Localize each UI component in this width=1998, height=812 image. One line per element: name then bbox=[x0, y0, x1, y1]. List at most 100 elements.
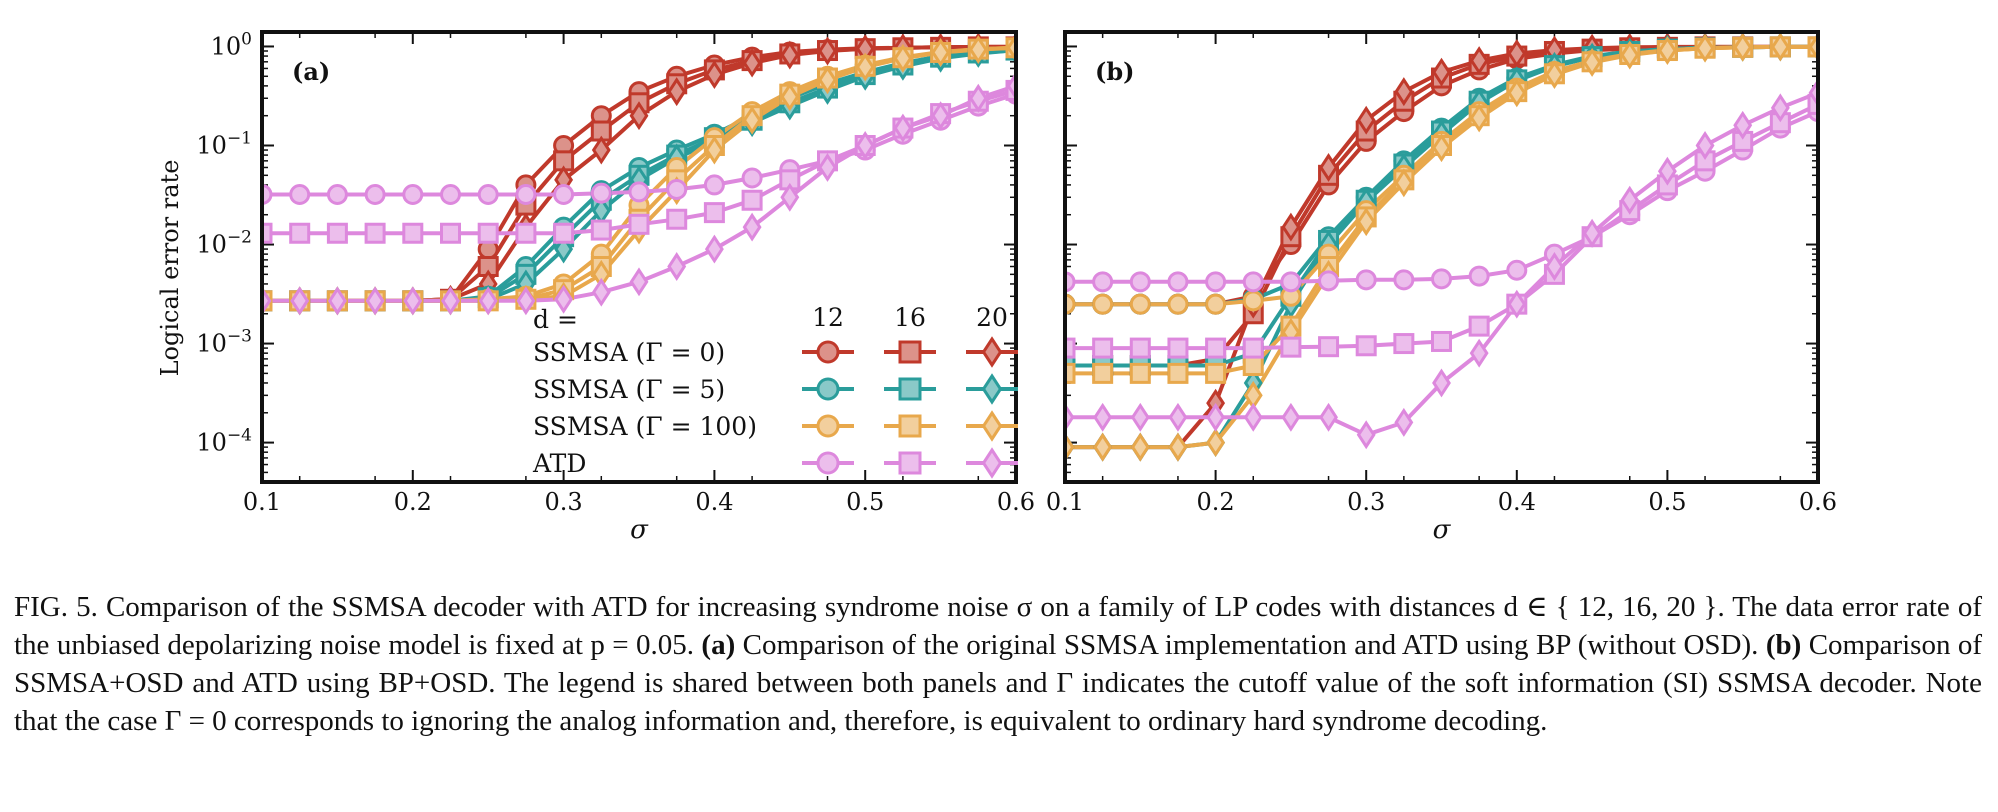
data-point bbox=[1695, 131, 1715, 160]
data-point bbox=[780, 82, 800, 112]
x-tick-label: 0.2 bbox=[1197, 488, 1235, 516]
data-point bbox=[1582, 47, 1602, 77]
data-point bbox=[1506, 259, 1528, 281]
data-point bbox=[931, 38, 951, 67]
data-point bbox=[818, 65, 837, 95]
panel-a: 100 10−1 10−2 10−3 10−4 0.1 0.2 0.3 0.4 0.5 0.6 σ (a… bbox=[196, 29, 1035, 545]
x-axis-label: σ bbox=[1433, 515, 1452, 545]
caption-b-label: (b) bbox=[1765, 629, 1802, 661]
data-point bbox=[1432, 368, 1451, 398]
data-point bbox=[402, 222, 424, 244]
data-point bbox=[629, 101, 649, 131]
data-point bbox=[440, 222, 461, 244]
data-point bbox=[742, 212, 762, 242]
data-point bbox=[893, 113, 913, 143]
data-point bbox=[818, 36, 837, 66]
legend-header: d = bbox=[533, 305, 578, 334]
data-point bbox=[1469, 338, 1489, 368]
data-point bbox=[1393, 333, 1415, 355]
legend-marker bbox=[816, 414, 840, 438]
x-tick-label: 0.4 bbox=[695, 488, 733, 516]
data-point bbox=[855, 52, 875, 82]
data-point bbox=[1092, 362, 1114, 384]
data-point bbox=[628, 181, 650, 203]
x-tick-label: 0.1 bbox=[243, 488, 281, 516]
data-point bbox=[554, 284, 574, 314]
legend-distance-20: 20 bbox=[976, 303, 1008, 332]
data-point bbox=[1695, 33, 1715, 63]
data-point bbox=[741, 167, 763, 189]
data-point bbox=[290, 286, 310, 316]
data-point bbox=[1280, 271, 1302, 293]
data-point bbox=[1281, 402, 1301, 432]
data-point bbox=[1620, 185, 1640, 215]
data-point bbox=[741, 189, 763, 211]
data-point bbox=[1280, 336, 1302, 358]
data-point bbox=[326, 184, 348, 206]
legend-marker bbox=[816, 340, 840, 364]
data-point bbox=[1582, 218, 1602, 248]
data-point bbox=[1318, 270, 1340, 292]
data-point bbox=[931, 101, 951, 131]
y-axis-label: Logical error rate bbox=[156, 160, 184, 377]
legend: d = 12 16 20 SSMSA (Γ = 0) SSMSA (Γ = 5) SSMSA… bbox=[532, 303, 1018, 479]
data-point bbox=[666, 178, 688, 200]
legend-marker bbox=[816, 451, 840, 475]
data-point bbox=[968, 35, 988, 65]
data-point bbox=[780, 40, 800, 70]
data-point bbox=[666, 208, 688, 230]
data-point bbox=[1206, 402, 1226, 432]
data-point bbox=[1092, 337, 1114, 359]
legend-marker bbox=[816, 377, 840, 401]
caption-fig-label: FIG. 5. bbox=[14, 591, 98, 623]
data-point bbox=[1468, 265, 1490, 287]
plot-frame bbox=[260, 30, 1018, 484]
data-point bbox=[591, 135, 611, 165]
data-point bbox=[1243, 402, 1263, 432]
data-point bbox=[1393, 269, 1415, 291]
data-point bbox=[893, 43, 913, 73]
data-point bbox=[1092, 293, 1114, 315]
data-point bbox=[262, 184, 273, 206]
caption-text-1: Comparison of the SSMSA decoder with ATD… bbox=[14, 591, 1983, 661]
data-point bbox=[515, 184, 537, 206]
data-point bbox=[1168, 432, 1188, 462]
data-point bbox=[1770, 93, 1790, 123]
legend-marker bbox=[898, 451, 922, 475]
data-point bbox=[1770, 32, 1790, 62]
data-point bbox=[1205, 293, 1227, 315]
data-point bbox=[1394, 168, 1414, 198]
data-point bbox=[1468, 315, 1490, 337]
data-point bbox=[1242, 337, 1264, 359]
y-tick-label: 100 bbox=[211, 29, 252, 60]
data-point bbox=[1356, 420, 1376, 450]
data-point bbox=[1545, 60, 1564, 90]
data-point bbox=[477, 222, 499, 244]
data-point bbox=[1355, 269, 1377, 291]
legend-marker bbox=[981, 410, 1003, 442]
data-point bbox=[704, 60, 724, 90]
data-point bbox=[1733, 110, 1753, 140]
data-point bbox=[590, 182, 612, 204]
data-point bbox=[780, 182, 800, 212]
legend-marker bbox=[898, 340, 922, 364]
data-point bbox=[440, 184, 461, 206]
legend-marker bbox=[981, 447, 1003, 479]
data-point bbox=[1065, 271, 1076, 293]
data-point bbox=[1130, 402, 1150, 432]
data-point bbox=[1242, 271, 1264, 293]
data-point bbox=[1657, 36, 1677, 65]
data-point bbox=[1394, 407, 1414, 437]
y-tick-label: 10−1 bbox=[196, 129, 252, 160]
data-point bbox=[704, 135, 724, 165]
data-point bbox=[553, 222, 575, 244]
data-point bbox=[667, 77, 687, 107]
data-point bbox=[1431, 330, 1452, 352]
data-point bbox=[703, 202, 725, 224]
x-tick-label: 0.6 bbox=[997, 488, 1035, 516]
data-point bbox=[1469, 103, 1489, 133]
data-point bbox=[591, 277, 611, 307]
x-tick-label: 0.4 bbox=[1498, 488, 1536, 516]
legend-distance-16: 16 bbox=[894, 303, 926, 332]
figure: Logical error rate 100 10−1 10−2 10−3 10−4 0.… bbox=[156, 29, 1837, 545]
